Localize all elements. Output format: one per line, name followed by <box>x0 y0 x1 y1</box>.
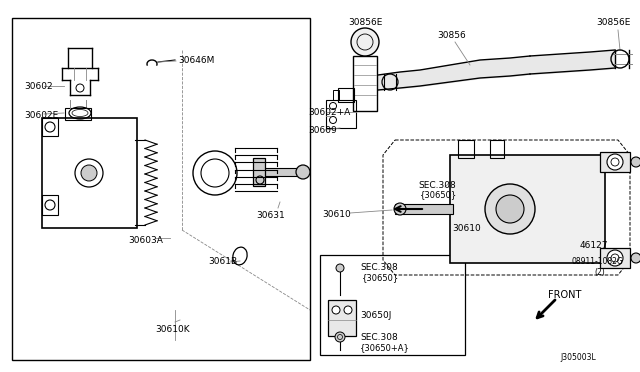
Text: 30856E: 30856E <box>596 17 630 26</box>
Bar <box>458 140 474 158</box>
Text: 30631: 30631 <box>256 211 285 219</box>
Text: 46127: 46127 <box>580 241 609 250</box>
Circle shape <box>351 28 379 56</box>
Text: 30602+A: 30602+A <box>308 108 350 116</box>
Bar <box>42 195 58 215</box>
Text: {30650}: {30650} <box>420 190 457 199</box>
Circle shape <box>332 306 340 314</box>
Bar <box>328 300 356 336</box>
Text: 30856E: 30856E <box>348 17 382 26</box>
Bar <box>253 158 265 186</box>
Text: 08911-1082G: 08911-1082G <box>572 257 624 266</box>
Circle shape <box>631 157 640 167</box>
Bar <box>353 56 377 111</box>
Text: 30610K: 30610K <box>155 326 189 334</box>
Text: (2): (2) <box>594 269 605 278</box>
Text: J305003L: J305003L <box>560 353 596 362</box>
Bar <box>255 168 303 176</box>
Circle shape <box>607 250 623 266</box>
Text: 3061B: 3061B <box>208 257 237 266</box>
Text: 30603A: 30603A <box>128 235 163 244</box>
Polygon shape <box>600 248 630 268</box>
Text: FRONT: FRONT <box>548 290 581 300</box>
Text: 30610: 30610 <box>322 209 351 218</box>
Text: {30650}: {30650} <box>362 273 399 282</box>
Bar <box>320 255 465 355</box>
Circle shape <box>394 203 406 215</box>
Bar <box>338 88 354 102</box>
Text: SEC.308: SEC.308 <box>360 334 397 343</box>
Bar <box>42 118 58 136</box>
Circle shape <box>344 306 352 314</box>
Text: SEC.308: SEC.308 <box>360 263 397 273</box>
Circle shape <box>336 264 344 272</box>
Text: 30609: 30609 <box>308 125 337 135</box>
Circle shape <box>631 253 640 263</box>
Bar <box>490 140 504 158</box>
Bar <box>65 108 91 120</box>
Bar <box>333 90 339 100</box>
Text: 30610: 30610 <box>452 224 481 232</box>
Bar <box>12 18 310 360</box>
Bar <box>42 118 137 228</box>
Text: SEC.308: SEC.308 <box>418 180 456 189</box>
Text: 30602: 30602 <box>24 81 52 90</box>
Text: {30650+A}: {30650+A} <box>360 343 410 353</box>
Circle shape <box>485 184 535 234</box>
Circle shape <box>496 195 524 223</box>
Bar <box>395 204 453 214</box>
Polygon shape <box>600 152 630 172</box>
Circle shape <box>81 165 97 181</box>
Circle shape <box>296 165 310 179</box>
Bar <box>450 155 605 263</box>
Text: 30650J: 30650J <box>360 311 392 320</box>
Text: 30856: 30856 <box>437 31 466 39</box>
Text: 30602E: 30602E <box>24 110 58 119</box>
Circle shape <box>607 154 623 170</box>
Circle shape <box>335 332 345 342</box>
Bar <box>326 100 356 128</box>
Text: 30646M: 30646M <box>178 55 214 64</box>
